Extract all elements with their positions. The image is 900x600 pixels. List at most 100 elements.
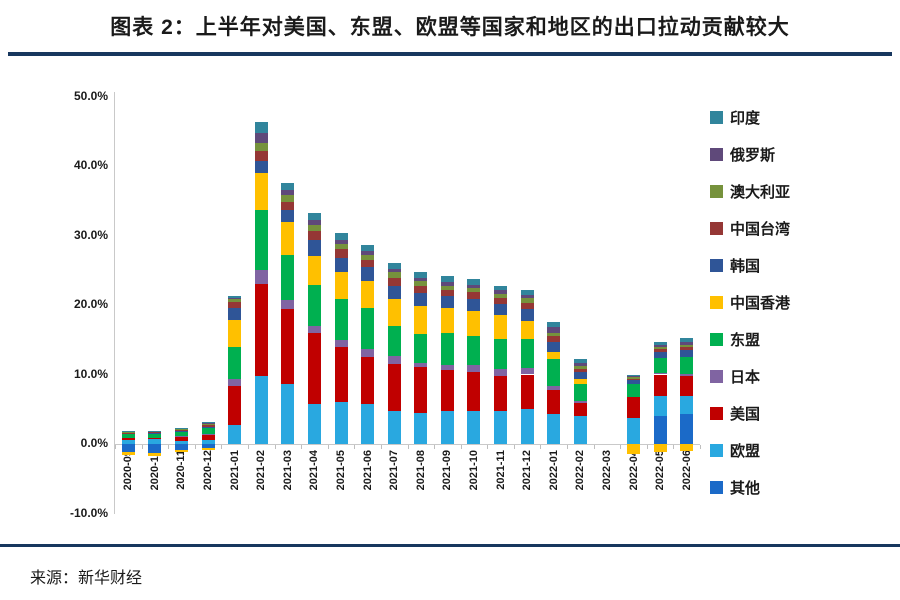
bar-segment-korea: [494, 304, 508, 316]
bar-segment-hongkong: [228, 319, 242, 348]
bar-segment-asean: [494, 339, 508, 369]
bar-segment-korea: [573, 372, 587, 380]
bar-segment-korea: [174, 430, 188, 432]
bar-segment-india: [307, 212, 321, 220]
bar-segment-usa: [573, 402, 587, 417]
legend-label-asean: 东盟: [730, 331, 761, 349]
legend-label-hongkong: 中国香港: [730, 294, 791, 312]
bar-segment-taiwan: [547, 336, 561, 342]
legend-swatch-hongkong: [710, 295, 723, 309]
bar-segment-india: [653, 341, 667, 345]
bar-segment-australia: [254, 143, 268, 152]
bar-segment-asean: [228, 347, 242, 379]
bar-segment-usa: [520, 374, 534, 410]
bar-segment-australia: [414, 281, 428, 287]
legend-swatch-asean: [710, 332, 723, 346]
bar-segment-hongkong: [174, 450, 188, 453]
bar-segment-korea: [228, 308, 242, 320]
bar-segment-australia: [494, 293, 508, 299]
bar-segment-taiwan: [680, 346, 694, 351]
bar-segment-taiwan: [467, 292, 481, 299]
bar-segment-asean: [440, 333, 454, 366]
bar-segment-australia: [573, 366, 587, 369]
bar-segment-korea: [201, 426, 215, 428]
bar-segment-korea: [467, 298, 481, 311]
bar-segment-taiwan: [254, 151, 268, 162]
legend-swatch-others: [710, 480, 723, 494]
bar-segment-korea: [361, 267, 375, 281]
y-axis-tick-label: 10.0%: [73, 366, 108, 381]
bar-segment-eu: [520, 409, 534, 444]
legend-swatch-usa: [710, 406, 723, 420]
bar-segment-russia: [440, 282, 454, 286]
bar-segment-japan: [520, 367, 534, 375]
bar-segment-australia: [547, 332, 561, 337]
bar-segment-eu: [573, 416, 587, 444]
bar-segment-australia: [440, 285, 454, 290]
x-axis-tick: [646, 445, 648, 449]
bar-segment-russia: [254, 133, 268, 144]
legend-label-russia: 俄罗斯: [730, 146, 776, 164]
legend-item-hongkong: 中国香港: [710, 291, 895, 313]
bar-segment-korea: [440, 295, 454, 309]
bar-segment-australia: [680, 344, 694, 347]
x-axis-category-label: 2021-06: [361, 450, 374, 491]
chart-title: 图表 2：上半年对美国、东盟、欧盟等国家和地区的出口拉动贡献较大: [110, 16, 790, 39]
footer-divider-line: [0, 544, 900, 547]
bar-segment-australia: [653, 347, 667, 350]
bar-segment-hongkong: [573, 379, 587, 385]
bar-segment-taiwan: [627, 378, 641, 381]
x-axis-tick: [540, 445, 542, 449]
x-axis-category-label: 2020-11: [175, 450, 188, 490]
y-axis-tick-label: 40.0%: [73, 158, 108, 172]
bar-segment-russia: [680, 341, 694, 345]
bar-segment-others: [174, 444, 188, 451]
bar-segment-hongkong: [387, 298, 401, 326]
bar-segment-asean: [201, 427, 215, 434]
bar-segment-taiwan: [387, 277, 401, 286]
legend-item-russia: 俄罗斯: [710, 143, 895, 165]
bar-segment-hongkong: [201, 448, 215, 451]
bar-segment-others: [653, 416, 667, 444]
bar-segment-taiwan: [653, 349, 667, 353]
bar-segment-eu: [334, 402, 348, 444]
bar-segment-eu: [281, 384, 295, 444]
legend-item-eu: 欧盟: [710, 439, 895, 461]
bar-segment-asean: [627, 383, 641, 397]
bar-segment-eu: [174, 440, 188, 444]
x-axis-tick: [354, 445, 356, 449]
bar-segment-usa: [201, 434, 215, 440]
legend-label-usa: 美国: [730, 405, 761, 423]
bar-segment-eu: [414, 412, 428, 444]
legend-item-taiwan: 中国台湾: [710, 217, 895, 239]
bar-segment-taiwan: [281, 202, 295, 211]
bar-segment-russia: [387, 268, 401, 273]
legend-label-india: 印度: [730, 109, 761, 127]
bar-segment-eu: [254, 375, 268, 444]
bar-segment-australia: [148, 431, 162, 433]
bar-segment-usa: [174, 437, 188, 441]
bar-segment-usa: [547, 390, 561, 415]
x-axis-category-label: 2021-08: [414, 450, 427, 491]
bar-segment-taiwan: [494, 298, 508, 305]
legend-item-asean: 东盟: [710, 328, 895, 350]
bar-segment-japan: [414, 362, 428, 367]
bar-segment-usa: [467, 372, 481, 411]
bar-segment-japan: [573, 400, 587, 403]
x-axis-category-label: 2021-04: [308, 450, 321, 491]
bar-segment-hongkong: [334, 272, 348, 299]
legend-swatch-russia: [710, 147, 723, 161]
bar-segment-india: [680, 338, 694, 342]
x-axis-tick: [407, 445, 409, 449]
bar-segment-japan: [254, 270, 268, 285]
bar-segment-australia: [201, 423, 215, 426]
bar-segment-india: [573, 359, 587, 364]
bar-segment-hongkong: [440, 308, 454, 334]
x-axis-tick: [567, 445, 569, 449]
x-axis-tick: [115, 445, 116, 449]
bar-segment-india: [254, 121, 268, 134]
bar-segment-korea: [334, 257, 348, 273]
bar-segment-eu: [361, 404, 375, 444]
x-axis-tick: [620, 445, 622, 449]
